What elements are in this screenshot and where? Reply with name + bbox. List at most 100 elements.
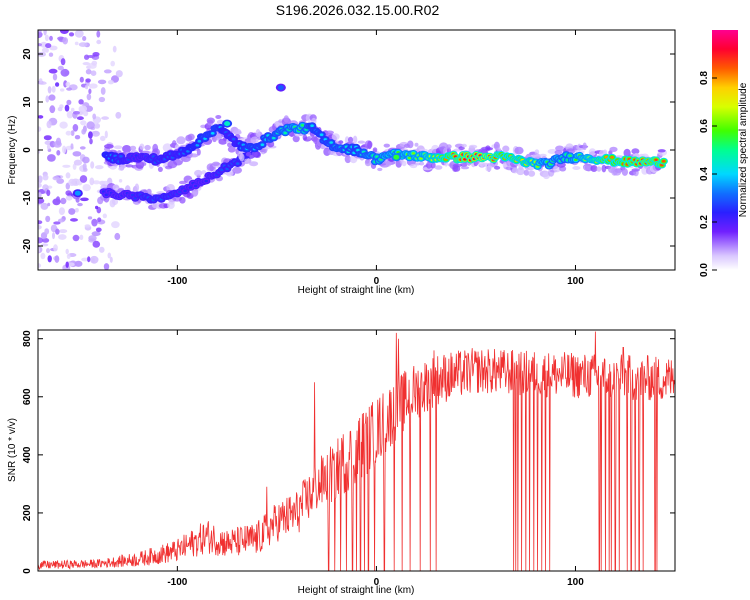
noise-blob — [60, 88, 65, 92]
trace-halo — [401, 160, 407, 167]
trace-core — [610, 156, 614, 159]
trace-halo — [292, 135, 300, 143]
trace-halo — [201, 170, 207, 175]
noise-blob — [56, 150, 61, 156]
trace-halo — [631, 168, 640, 172]
noise-blob — [70, 218, 78, 222]
trace-halo — [434, 165, 443, 170]
noise-blob — [100, 87, 106, 95]
snr-frame — [37, 329, 676, 572]
trace-halo — [134, 183, 140, 192]
noise-blob — [38, 263, 42, 268]
noise-blob — [38, 175, 43, 184]
noise-blob — [107, 80, 114, 85]
noise-blob — [38, 198, 45, 204]
noise-blob — [66, 87, 72, 91]
trace-halo — [555, 145, 565, 152]
noise-blob — [96, 39, 102, 45]
colorbar-gradient — [712, 30, 738, 270]
noise-blob — [38, 192, 42, 198]
trace-halo — [419, 148, 428, 152]
trace-halo — [233, 128, 242, 135]
trace-halo — [452, 163, 463, 168]
noise-blob — [38, 43, 42, 47]
noise-blob — [91, 231, 101, 237]
trace-halo — [215, 115, 222, 119]
trace-core — [568, 154, 572, 158]
trace-halo — [194, 169, 203, 177]
spectrogram-marks — [38, 30, 668, 270]
noise-blob — [52, 73, 58, 81]
trace-halo — [609, 146, 618, 152]
noise-blob — [118, 179, 123, 183]
trace-halo — [122, 145, 132, 153]
noise-blob — [115, 70, 123, 78]
trace-core — [574, 158, 578, 162]
trace-core — [220, 168, 224, 172]
noise-blob — [92, 52, 100, 57]
trace-halo — [588, 148, 597, 156]
colorbar-tick-label: 0.6 — [699, 119, 710, 133]
noise-blob — [66, 253, 71, 259]
isolated-blob-core — [224, 121, 231, 127]
noise-blob — [47, 202, 51, 207]
trace-core — [183, 189, 187, 193]
trace-halo — [364, 159, 372, 167]
trace-core — [186, 150, 190, 153]
isolated-blob-core — [393, 154, 400, 160]
y-tick-label: -10 — [22, 190, 33, 205]
noise-blob — [74, 135, 81, 140]
noise-blob — [104, 130, 108, 139]
noise-blob — [55, 228, 60, 235]
trace-halo — [461, 143, 467, 148]
trace-core — [419, 157, 423, 160]
trace-halo — [325, 130, 334, 135]
trace-core — [193, 184, 198, 188]
noise-blob — [38, 30, 42, 33]
x-tick-label: -100 — [167, 276, 187, 287]
noise-blob — [55, 137, 62, 146]
noise-blob — [83, 111, 89, 117]
x-tick-label: 0 — [374, 577, 380, 588]
noise-blob — [92, 113, 97, 120]
noise-blob — [46, 144, 51, 150]
trace-halo — [414, 142, 419, 147]
noise-blob — [102, 213, 108, 219]
y-tick-label: -20 — [22, 238, 33, 253]
trace-halo — [157, 166, 163, 172]
noise-blob — [65, 172, 71, 179]
noise-blob — [107, 252, 112, 259]
noise-blob — [47, 255, 52, 263]
noise-blob — [65, 190, 72, 196]
noise-blob — [49, 105, 56, 114]
spectrogram-x-label: Height of straight line (km) — [298, 285, 415, 296]
noise-blob — [62, 164, 71, 168]
trace-halo — [239, 153, 245, 162]
trace-halo — [125, 164, 134, 168]
trace-halo — [631, 148, 640, 155]
trace-halo — [344, 155, 352, 164]
noise-blob — [90, 161, 95, 169]
noise-blob — [65, 248, 69, 255]
trace-core — [197, 139, 202, 143]
trace-halo — [446, 144, 452, 149]
noise-blob — [79, 146, 86, 150]
noise-blob — [59, 121, 68, 129]
noise-blob — [58, 234, 67, 240]
noise-blob — [73, 111, 80, 115]
noise-blob — [81, 128, 86, 135]
noise-blob — [52, 232, 55, 240]
noise-blob — [92, 180, 101, 185]
trace-core — [411, 152, 416, 155]
noise-blob — [47, 86, 52, 94]
noise-blob — [95, 165, 104, 170]
noise-blob — [95, 205, 99, 210]
trace-halo — [377, 167, 383, 172]
colorbar-tick-label: 0.8 — [699, 71, 710, 85]
trace-halo — [372, 147, 378, 153]
colorbar-tick-label: 0.2 — [699, 215, 710, 229]
trace-halo — [196, 148, 201, 156]
noise-blob — [72, 163, 77, 170]
